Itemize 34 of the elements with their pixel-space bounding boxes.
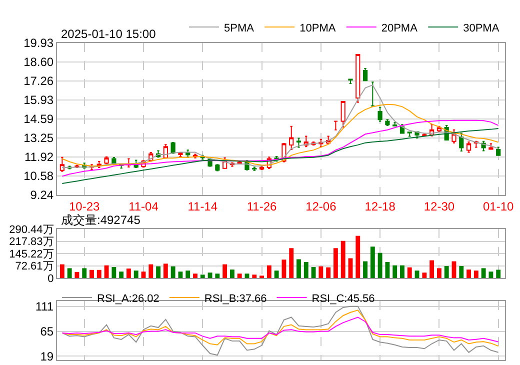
legend-label: 5PMA [224,22,255,34]
x-tick-label: 12-30 [424,199,455,214]
y-tick-label: 10.58 [24,169,54,184]
legend-label: RSI_A:26.02 [97,292,160,305]
legend-label: RSI_C:45.56 [312,292,375,305]
y-tick-label: 15.93 [24,93,54,108]
x-tick-label: 12-06 [306,199,337,214]
chart-title: 2025-01-10 15:00 [61,27,156,41]
y-tick-label: 290.44万 [9,224,54,236]
x-tick-label: 11-14 [188,199,218,214]
y-tick-label: 0 [48,272,54,285]
x-tick-label: 12-18 [364,199,396,214]
legend-label: 30PMA [463,22,500,34]
y-tick-label: 72.61万 [15,260,54,273]
y-tick-label: 217.83万 [9,236,54,248]
y-tick-label: 18.60 [24,55,54,70]
y-tick-label: 9.24 [30,188,54,202]
x-tick-label: 11-04 [128,199,159,214]
y-tick-label: 145.22万 [9,248,54,260]
x-tick-label: 11-26 [246,199,277,214]
legend-label: RSI_B:37.66 [204,292,267,305]
chart-title: 成交量:492745 [61,213,141,227]
y-tick-label: 111 [35,300,54,314]
y-tick-label: 14.59 [24,112,54,126]
y-tick-label: 65 [40,324,54,339]
y-tick-label: 13.25 [24,131,54,146]
x-tick-label: 10-23 [69,199,100,214]
y-tick-label: 17.26 [24,74,54,88]
legend-label: 20PMA [381,22,418,34]
y-tick-label: 19.93 [24,36,54,50]
x-tick-label: 01-10 [483,199,514,214]
y-tick-label: 19 [40,349,54,364]
legend-label: 10PMA [300,22,336,34]
y-tick-label: 11.92 [24,150,54,164]
